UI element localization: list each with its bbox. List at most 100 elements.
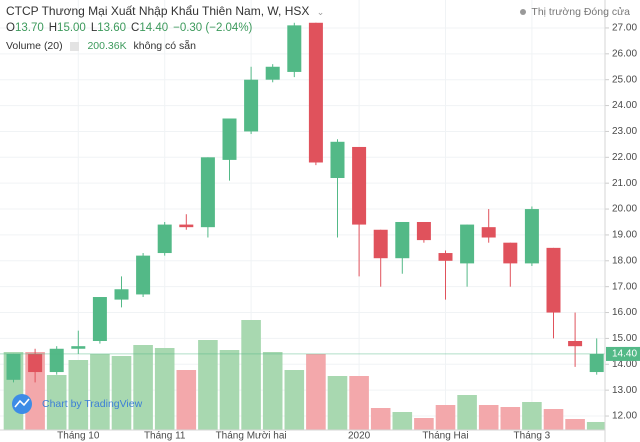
candle-body bbox=[524, 209, 539, 264]
volume-bar bbox=[543, 409, 564, 430]
volume-bar bbox=[435, 405, 456, 430]
candle-body bbox=[136, 255, 151, 295]
candle-body bbox=[265, 66, 280, 80]
x-tick-label: Tháng 10 bbox=[57, 431, 100, 442]
legend-key: O bbox=[6, 22, 15, 34]
volume-note: không có sẵn bbox=[133, 40, 196, 52]
volume-bar bbox=[370, 408, 391, 430]
y-tick-label: 18.00 bbox=[612, 255, 637, 266]
candle-body bbox=[416, 221, 431, 241]
candle-body bbox=[330, 141, 345, 179]
legend-value: 15.00 bbox=[57, 22, 86, 34]
legend-value: 13.60 bbox=[97, 22, 127, 34]
volume-bar bbox=[478, 405, 499, 430]
candle-body bbox=[200, 157, 215, 228]
legend-key: C bbox=[131, 22, 140, 34]
candle-body bbox=[568, 341, 583, 347]
x-tick-label: Tháng 11 bbox=[144, 431, 186, 442]
legend-value: 13.70 bbox=[14, 22, 44, 34]
legend-key: H bbox=[48, 22, 58, 34]
volume-bar bbox=[414, 418, 434, 430]
volume-value: 200.36K bbox=[87, 40, 127, 52]
volume-legend: Volume (20) 200.36K không có sẵn bbox=[6, 40, 196, 52]
volume-settings[interactable] bbox=[69, 41, 79, 51]
watermark-logo-line bbox=[14, 398, 30, 408]
candle-body bbox=[92, 297, 107, 342]
volume-bar bbox=[241, 320, 261, 430]
volume-bar bbox=[262, 352, 283, 430]
volume-bar bbox=[284, 370, 305, 430]
volume-bar bbox=[198, 340, 218, 430]
volume-bar bbox=[522, 402, 542, 430]
candle-body bbox=[395, 221, 410, 259]
status-dot bbox=[520, 9, 527, 16]
volume-title: Volume (20) bbox=[6, 40, 63, 52]
y-tick-label: 21.00 bbox=[612, 178, 637, 189]
y-tick-label: 25.00 bbox=[612, 74, 637, 85]
candle-body bbox=[438, 253, 453, 261]
y-tick-label: 23.00 bbox=[612, 126, 637, 137]
y-tick-label: 17.00 bbox=[612, 281, 637, 292]
watermark-text: Chart by TradingView bbox=[42, 398, 143, 410]
header: CTCP Thương Mại Xuất Nhập Khẩu Thiên Nam… bbox=[6, 4, 324, 18]
candle-body bbox=[222, 118, 237, 160]
candle-body bbox=[460, 224, 475, 264]
volume-bar bbox=[392, 412, 413, 430]
y-tick-label: 20.00 bbox=[612, 204, 637, 215]
volume-bar bbox=[349, 376, 369, 430]
volume-bar bbox=[565, 419, 585, 430]
candle-body bbox=[481, 227, 496, 238]
market-status: Thị trường Đóng cửa bbox=[520, 6, 630, 18]
price-pane bbox=[6, 22, 604, 383]
y-tick-label: 16.00 bbox=[612, 307, 637, 318]
volume-bar bbox=[500, 407, 521, 430]
volume-bar bbox=[327, 376, 348, 430]
chart-title: CTCP Thương Mại Xuất Nhập Khẩu Thiên Nam… bbox=[6, 4, 310, 18]
candle-body bbox=[28, 353, 43, 373]
legend-change: −0.30 (−2.04%) bbox=[173, 22, 253, 34]
x-tick-label: Tháng Mười hai bbox=[216, 431, 287, 442]
volume-bar bbox=[306, 354, 326, 430]
volume-bar bbox=[154, 348, 175, 430]
y-tick-label: 26.00 bbox=[612, 48, 637, 59]
candle-body bbox=[71, 346, 86, 349]
legend-key: L bbox=[90, 22, 98, 34]
candle-body bbox=[503, 242, 518, 264]
y-tick-label: 24.00 bbox=[612, 100, 637, 111]
candle-body bbox=[308, 22, 323, 163]
y-tick-label: 15.00 bbox=[612, 333, 637, 344]
watermark: Chart by TradingView bbox=[12, 394, 143, 414]
volume-bar bbox=[111, 356, 132, 430]
candle-body bbox=[49, 348, 64, 373]
title-menu[interactable]: ⌄ bbox=[316, 7, 325, 17]
y-tick-label: 27.00 bbox=[612, 23, 637, 34]
candle-body bbox=[589, 353, 604, 373]
ohlc-legend: O13.70 H15.00 L13.60 C14.40 −0.30 (−2.04%) bbox=[6, 22, 252, 34]
last-price-label: 14.40 bbox=[612, 349, 637, 360]
volume-bar bbox=[176, 370, 197, 430]
y-tick-label: 13.00 bbox=[612, 385, 637, 396]
grid bbox=[0, 0, 605, 430]
candle-body bbox=[179, 224, 194, 228]
x-tick-label: Tháng 3 bbox=[514, 431, 551, 442]
x-tick-label: Tháng Hai bbox=[422, 431, 468, 442]
volume-bar bbox=[133, 345, 153, 430]
volume-bar bbox=[457, 395, 477, 430]
volume-bar bbox=[68, 360, 89, 430]
candle-body bbox=[114, 289, 129, 300]
market-status-text: Thị trường Đóng cửa bbox=[531, 6, 630, 18]
candle-body bbox=[546, 247, 561, 313]
candle-body bbox=[287, 25, 302, 72]
x-tick-label: 2020 bbox=[348, 431, 371, 442]
candle-body bbox=[352, 146, 367, 225]
candle-body bbox=[373, 229, 388, 259]
y-tick-label: 14.00 bbox=[612, 359, 637, 370]
volume-bar bbox=[46, 375, 67, 430]
legend-value: 14.40 bbox=[139, 22, 169, 34]
volume-bar bbox=[586, 421, 605, 430]
axes: 12.00 13.00 14.00 15.00 16.00 17.00 18.00 19.00… bbox=[0, 23, 640, 442]
candle-body bbox=[6, 353, 21, 380]
volume-bar bbox=[90, 354, 110, 430]
